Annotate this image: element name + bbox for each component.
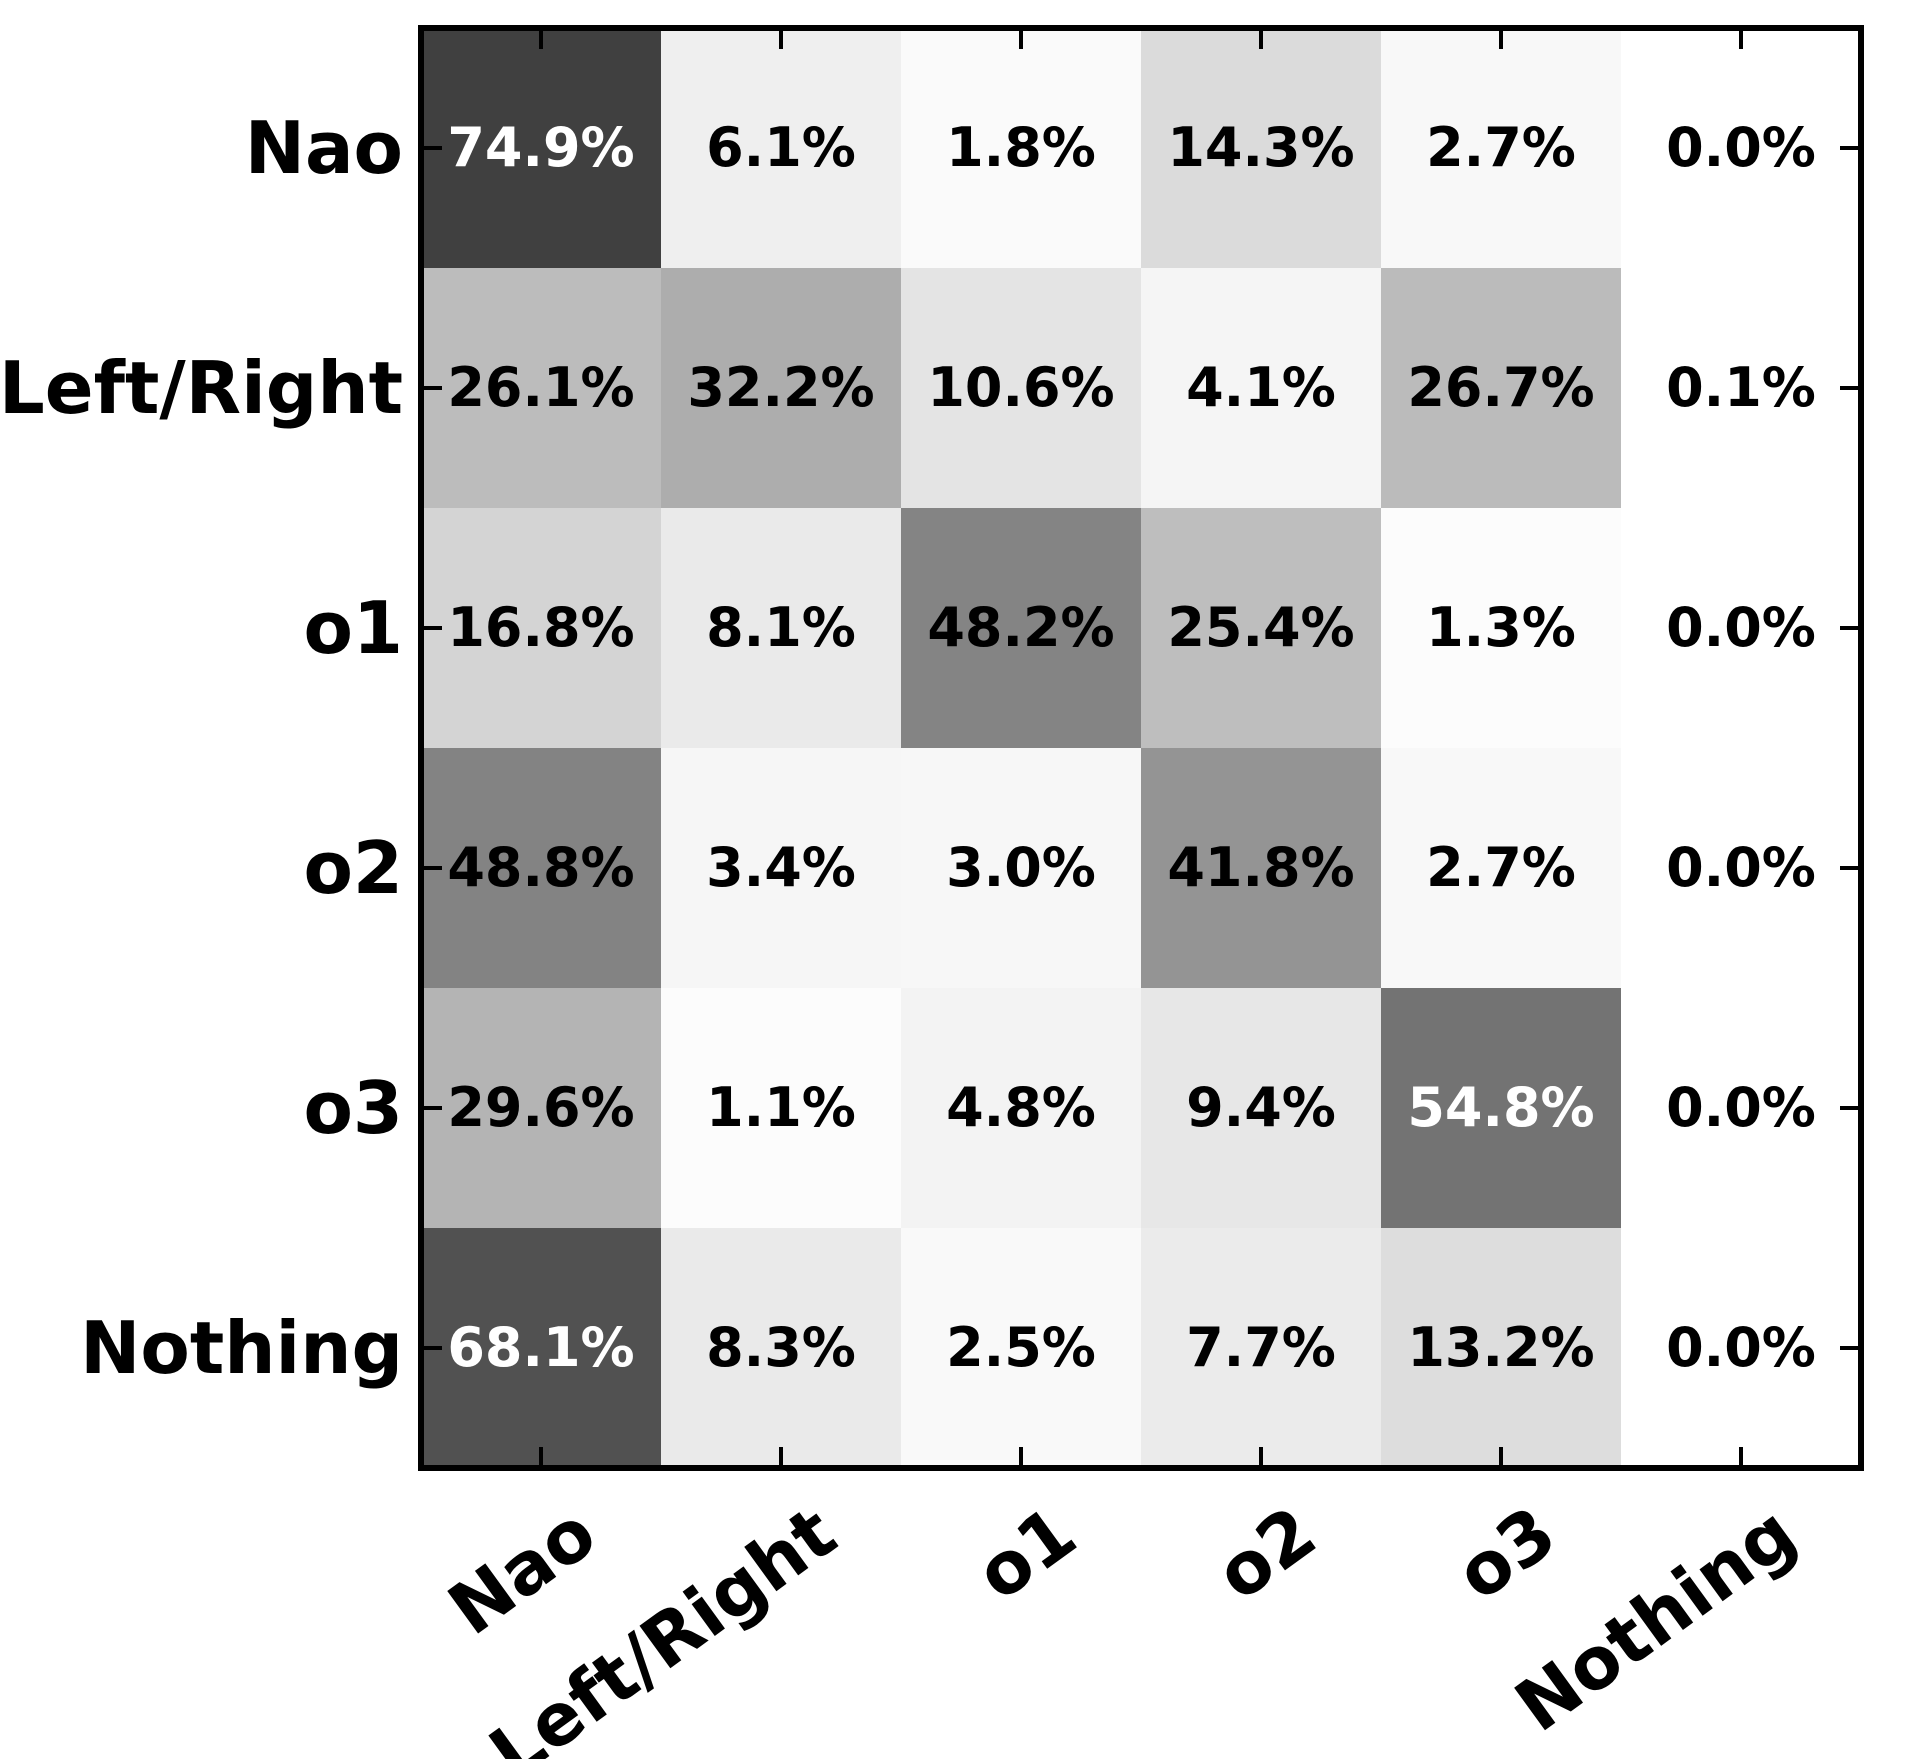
heatmap-cell: 9.4%	[1141, 988, 1381, 1228]
x-tick-top	[1499, 31, 1503, 49]
heatmap-cell: 26.7%	[1381, 268, 1621, 508]
y-tick-label: Nothing	[80, 1306, 403, 1390]
heatmap-cell: 4.1%	[1141, 268, 1381, 508]
x-tick-top	[1739, 31, 1743, 49]
y-tick-label: o2	[303, 826, 403, 910]
x-tick-top	[779, 31, 783, 49]
heatmap-cell: 2.7%	[1381, 748, 1621, 988]
heatmap-cell: 0.0%	[1621, 508, 1861, 748]
heatmap-cell: 4.8%	[901, 988, 1141, 1228]
heatmap-cell: 26.1%	[421, 268, 661, 508]
x-tick-top	[539, 31, 543, 49]
heatmap-cell: 48.2%	[901, 508, 1141, 748]
y-tick-left	[424, 146, 442, 150]
heatmap-cell: 16.8%	[421, 508, 661, 748]
heatmap-cell: 74.9%	[421, 28, 661, 268]
heatmap-cell: 54.8%	[1381, 988, 1621, 1228]
heatmap-cell: 32.2%	[661, 268, 901, 508]
y-tick-left	[424, 1346, 442, 1350]
heatmap-cell: 3.4%	[661, 748, 901, 988]
heatmap-cell: 14.3%	[1141, 28, 1381, 268]
heatmap-cell: 7.7%	[1141, 1228, 1381, 1468]
y-tick-label: Nao	[244, 106, 403, 190]
y-tick-left	[424, 866, 442, 870]
heatmap-cell: 68.1%	[421, 1228, 661, 1468]
heatmap-cell: 48.8%	[421, 748, 661, 988]
x-tick-bottom	[1259, 1447, 1263, 1465]
x-tick-top	[1259, 31, 1263, 49]
heatmap-cell: 0.0%	[1621, 28, 1861, 268]
heatmap-cell: 1.8%	[901, 28, 1141, 268]
y-tick-left	[424, 386, 442, 390]
y-tick-label: o3	[303, 1066, 403, 1150]
heatmap-cell: 0.0%	[1621, 748, 1861, 988]
x-tick-bottom	[1019, 1447, 1023, 1465]
heatmap-cell: 13.2%	[1381, 1228, 1621, 1468]
heatmap-cell: 2.5%	[901, 1228, 1141, 1468]
y-tick-right	[1840, 1106, 1858, 1110]
heatmap-cell: 0.0%	[1621, 988, 1861, 1228]
heatmap-cell: 0.1%	[1621, 268, 1861, 508]
heatmap-cell: 41.8%	[1141, 748, 1381, 988]
heatmap-cell: 29.6%	[421, 988, 661, 1228]
y-tick-right	[1840, 866, 1858, 870]
heatmap-cell: 8.3%	[661, 1228, 901, 1468]
y-tick-right	[1840, 146, 1858, 150]
heatmap-cell: 0.0%	[1621, 1228, 1861, 1468]
heatmap-cell: 3.0%	[901, 748, 1141, 988]
y-tick-label: o1	[303, 586, 403, 670]
x-tick-top	[1019, 31, 1023, 49]
x-tick-bottom	[1499, 1447, 1503, 1465]
x-tick-bottom	[779, 1447, 783, 1465]
x-tick-bottom	[1739, 1447, 1743, 1465]
heatmap-cell: 2.7%	[1381, 28, 1621, 268]
y-tick-left	[424, 626, 442, 630]
heatmap-cell: 10.6%	[901, 268, 1141, 508]
y-tick-right	[1840, 386, 1858, 390]
x-tick-bottom	[539, 1447, 543, 1465]
y-tick-right	[1840, 1346, 1858, 1350]
heatmap-plot-area: 74.9% 6.1% 1.8% 14.3% 2.7% 0.0% 26.1% 32.2% 10.6…	[421, 28, 1861, 1468]
heatmap-cell: 1.1%	[661, 988, 901, 1228]
heatmap-cell: 1.3%	[1381, 508, 1621, 748]
heatmap-cell: 25.4%	[1141, 508, 1381, 748]
y-tick-label: Left/Right	[0, 346, 403, 430]
y-tick-right	[1840, 626, 1858, 630]
heatmap-cell: 6.1%	[661, 28, 901, 268]
y-tick-left	[424, 1106, 442, 1110]
heatmap-cell: 8.1%	[661, 508, 901, 748]
